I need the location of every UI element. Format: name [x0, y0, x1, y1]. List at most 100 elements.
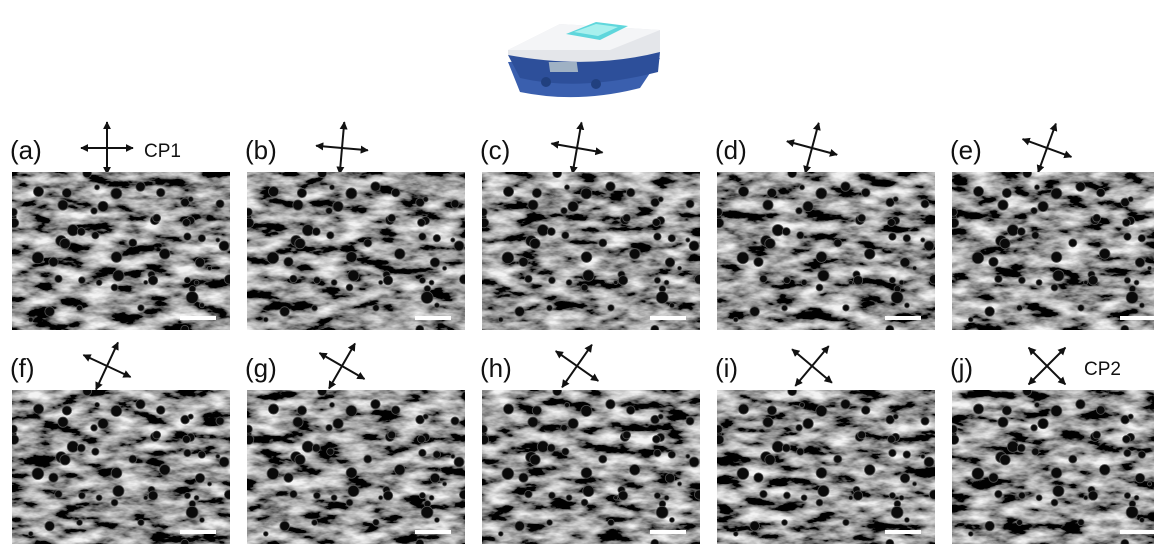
particle — [629, 249, 640, 260]
particle — [111, 467, 122, 478]
particle — [669, 518, 674, 523]
particle — [904, 303, 909, 308]
particle — [547, 305, 553, 311]
particle — [443, 266, 447, 270]
particle — [330, 185, 335, 190]
particle — [694, 275, 703, 284]
particle — [796, 207, 803, 214]
particle — [138, 519, 144, 525]
panel-label: (d) — [715, 135, 747, 165]
particle — [199, 518, 204, 523]
particle — [656, 506, 668, 518]
micrograph — [714, 387, 939, 544]
particle — [263, 317, 268, 322]
particle — [561, 424, 568, 431]
particle — [581, 467, 592, 478]
particle — [889, 492, 895, 498]
particle — [796, 424, 803, 431]
particle — [451, 417, 459, 425]
particle — [519, 473, 528, 482]
particle — [623, 214, 631, 222]
particle — [327, 448, 334, 455]
particle — [547, 444, 555, 452]
particle — [136, 399, 146, 409]
particle — [451, 200, 459, 208]
particle — [1122, 219, 1130, 227]
particle — [664, 495, 669, 500]
particle — [454, 241, 464, 251]
particle — [800, 185, 805, 190]
panel-label: (j) — [950, 353, 973, 383]
particle — [565, 185, 570, 190]
particle — [654, 277, 660, 283]
particle — [599, 455, 607, 463]
particle — [1128, 414, 1133, 419]
particle — [903, 235, 910, 242]
particle — [28, 317, 33, 322]
particle — [899, 495, 904, 500]
particle — [656, 292, 668, 304]
panel: (d) — [714, 116, 939, 333]
particle — [654, 233, 661, 240]
arrow — [1038, 124, 1056, 173]
particle — [784, 277, 791, 284]
particle — [989, 257, 998, 266]
particle — [77, 305, 83, 311]
particle — [841, 182, 851, 192]
particle — [416, 539, 424, 544]
particle — [887, 219, 895, 227]
particle — [184, 277, 190, 283]
particle — [1093, 431, 1101, 439]
polarizer-tag: CP2 — [1084, 359, 1121, 380]
particle — [537, 225, 548, 236]
particle — [803, 418, 813, 428]
particle — [153, 431, 161, 439]
particle — [1126, 292, 1138, 304]
particle — [782, 444, 790, 452]
particle — [454, 457, 464, 467]
panel: (g) — [244, 330, 469, 544]
particle — [998, 417, 1008, 427]
particle — [394, 464, 405, 475]
particle — [346, 467, 357, 478]
particle — [949, 435, 959, 445]
particle — [562, 232, 569, 239]
particle — [443, 482, 447, 486]
particle — [515, 521, 525, 531]
panel: (h) — [479, 330, 704, 544]
micrograph — [9, 387, 234, 544]
particle — [858, 214, 866, 222]
particle — [689, 241, 699, 251]
particle — [9, 425, 17, 433]
particle — [295, 455, 305, 465]
panel-label: (e) — [950, 135, 982, 165]
particle — [55, 275, 63, 283]
particle — [803, 201, 813, 211]
particle — [913, 266, 917, 270]
particle — [96, 495, 102, 501]
particle — [60, 238, 70, 248]
particle — [765, 238, 775, 248]
particle — [900, 473, 910, 483]
particle — [566, 280, 572, 286]
particle — [45, 307, 55, 317]
particle — [290, 275, 298, 283]
particle — [96, 280, 102, 286]
particle — [1078, 519, 1084, 525]
particle — [738, 404, 748, 414]
particle — [618, 276, 627, 285]
particle — [9, 208, 17, 216]
particle — [195, 473, 205, 483]
polarizer-arrows — [314, 120, 370, 176]
particle — [566, 495, 572, 501]
particle — [419, 233, 426, 240]
particle — [136, 182, 146, 192]
particle — [924, 241, 934, 251]
panel: (e) — [949, 115, 1154, 334]
particle — [49, 257, 58, 266]
particle — [568, 418, 578, 428]
particle — [280, 307, 290, 317]
particle — [297, 188, 306, 197]
arrow — [329, 343, 355, 388]
particle — [1031, 207, 1038, 214]
